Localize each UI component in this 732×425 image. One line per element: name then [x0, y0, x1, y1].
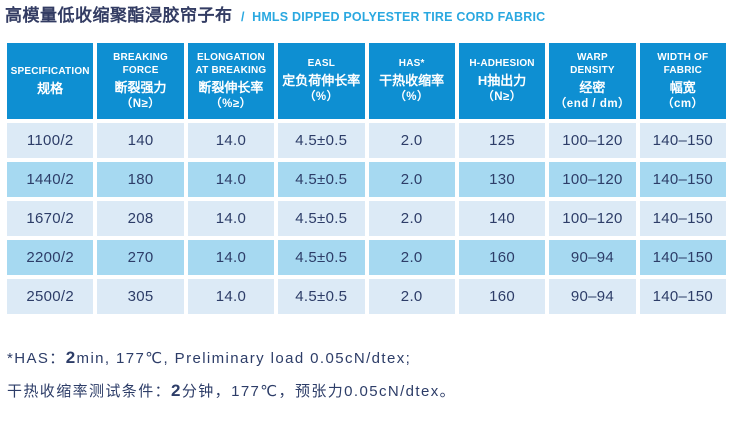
table-cell: 14.0 — [187, 201, 275, 236]
table-cell: 1440/2 — [7, 162, 94, 197]
table-cell: 100–120 — [549, 123, 636, 158]
table-row: 1100/2 140 14.0 4.5±0.5 2.0 125 100–120 … — [7, 123, 726, 158]
table-body: 1100/2 140 14.0 4.5±0.5 2.0 125 100–120 … — [7, 123, 726, 314]
footnote-text: 分钟，177℃，预张力0.05cN/dtex。 — [181, 383, 456, 400]
footnote-bold-value: 2 — [65, 348, 77, 367]
table-cell: 14.0 — [187, 162, 275, 197]
header-zh-label: 断裂伸长率 — [198, 79, 264, 95]
header-has: HAS* 干热收缩率 （%） — [368, 43, 455, 119]
table-cell: 14.0 — [187, 123, 275, 158]
page: 高模量低收缩聚酯浸胶帘子布 / HMLS DIPPED POLYESTER TI… — [3, 6, 730, 408]
table-cell: 140 — [458, 201, 546, 236]
table-cell: 140 — [97, 123, 184, 158]
title-separator: / — [240, 10, 245, 24]
table-cell: 2500/2 — [7, 279, 94, 314]
table-cell: 4.5±0.5 — [278, 279, 365, 314]
header-unit-label: （N≥） — [482, 91, 522, 104]
table-cell: 160 — [458, 240, 546, 275]
header-warp-density: WARP DENSITY 经密 （end / dm） — [549, 43, 636, 119]
table-cell: 2.0 — [368, 279, 455, 314]
header-unit-label: （%≥） — [210, 97, 252, 110]
table-cell: 14.0 — [187, 240, 275, 275]
table-cell: 2.0 — [368, 240, 455, 275]
header-zh-label: 干热收缩率 — [379, 72, 445, 88]
header-en-label: WIDTH OF FABRIC — [657, 51, 709, 77]
table-cell: 140–150 — [639, 240, 726, 275]
table-cell: 100–120 — [549, 162, 636, 197]
title-english: HMLS DIPPED POLYESTER TIRE CORD FABRIC — [252, 10, 546, 24]
header-zh-label: 规格 — [37, 80, 64, 96]
header-en-label: SPECIFICATION — [10, 66, 90, 78]
specification-table: SPECIFICATION 规格 BREAKING FORCE 断裂强力 （N≥… — [3, 39, 730, 318]
table-cell: 4.5±0.5 — [278, 201, 365, 236]
header-breaking-force: BREAKING FORCE 断裂强力 （N≥） — [97, 43, 184, 119]
header-zh-label: 断裂强力 — [114, 79, 167, 95]
header-unit-label: （end / dm） — [554, 97, 631, 110]
header-zh-label: 经密 — [579, 79, 606, 95]
table-cell: 14.0 — [187, 279, 275, 314]
header-specification: SPECIFICATION 规格 — [7, 43, 94, 119]
header-row: SPECIFICATION 规格 BREAKING FORCE 断裂强力 （N≥… — [7, 43, 726, 119]
page-title: 高模量低收缩聚酯浸胶帘子布 / HMLS DIPPED POLYESTER TI… — [5, 6, 728, 27]
table-cell: 2.0 — [368, 123, 455, 158]
table-cell: 4.5±0.5 — [278, 123, 365, 158]
header-width-of-fabric: WIDTH OF FABRIC 幅宽 （cm） — [639, 43, 726, 119]
table-cell: 160 — [458, 279, 546, 314]
footnote-line-1: *HAS：2min, 177℃, Preliminary load 0.05cN… — [7, 342, 728, 375]
header-en-label: BREAKING FORCE — [113, 51, 169, 77]
title-chinese: 高模量低收缩聚酯浸胶帘子布 — [5, 6, 233, 25]
header-unit-label: （cm） — [662, 97, 704, 110]
table-cell: 130 — [458, 162, 546, 197]
table-cell: 2.0 — [368, 201, 455, 236]
header-en-label: HAS* — [398, 58, 425, 70]
table-cell: 140–150 — [639, 123, 726, 158]
table-cell: 140–150 — [639, 162, 726, 197]
footnote-text: 干热收缩率测试条件： — [7, 383, 172, 400]
table-cell: 208 — [97, 201, 184, 236]
table-row: 2500/2 305 14.0 4.5±0.5 2.0 160 90–94 14… — [7, 279, 726, 314]
footnote-line-2: 干热收缩率测试条件：2分钟，177℃，预张力0.05cN/dtex。 — [7, 375, 728, 408]
header-en-label: ELONGATION AT BREAKING — [195, 51, 267, 77]
header-zh-label: 幅宽 — [669, 79, 696, 95]
table-header: SPECIFICATION 规格 BREAKING FORCE 断裂强力 （N≥… — [7, 43, 726, 119]
header-zh-label: H抽出力 — [477, 72, 527, 88]
footnote-bold-value: 2 — [171, 381, 182, 400]
header-en-label: WARP DENSITY — [570, 51, 615, 77]
table-cell: 1670/2 — [7, 201, 94, 236]
header-unit-label: （N≥） — [120, 97, 161, 110]
header-zh-label: 定负荷伸长率 — [282, 72, 361, 88]
table-cell: 90–94 — [549, 279, 636, 314]
footnote-text: *HAS： — [7, 350, 66, 367]
header-elongation-at-breaking: ELONGATION AT BREAKING 断裂伸长率 （%≥） — [187, 43, 275, 119]
header-en-label: EASL — [307, 58, 336, 70]
table-cell: 4.5±0.5 — [278, 240, 365, 275]
table-cell: 305 — [97, 279, 184, 314]
table-cell: 270 — [97, 240, 184, 275]
table-cell: 2200/2 — [7, 240, 94, 275]
table-cell: 2.0 — [368, 162, 455, 197]
table-row: 1440/2 180 14.0 4.5±0.5 2.0 130 100–120 … — [7, 162, 726, 197]
table-cell: 180 — [97, 162, 184, 197]
table-row: 2200/2 270 14.0 4.5±0.5 2.0 160 90–94 14… — [7, 240, 726, 275]
header-h-adhesion: H-ADHESION H抽出力 （N≥） — [458, 43, 546, 119]
table-row: 1670/2 208 14.0 4.5±0.5 2.0 140 100–120 … — [7, 201, 726, 236]
table-cell: 125 — [458, 123, 546, 158]
header-easl: EASL 定负荷伸长率 （%） — [278, 43, 365, 119]
table-cell: 4.5±0.5 — [278, 162, 365, 197]
table-cell: 140–150 — [639, 201, 726, 236]
header-en-label: H-ADHESION — [469, 58, 535, 70]
table-cell: 140–150 — [639, 279, 726, 314]
header-unit-label: （%） — [394, 91, 430, 104]
header-unit-label: （%） — [303, 91, 339, 104]
footnote-text: min, 177℃, Preliminary load 0.05cN/dtex; — [76, 350, 412, 367]
table-cell: 100–120 — [549, 201, 636, 236]
footnotes: *HAS：2min, 177℃, Preliminary load 0.05cN… — [5, 342, 728, 408]
table-cell: 90–94 — [549, 240, 636, 275]
table-cell: 1100/2 — [7, 123, 94, 158]
